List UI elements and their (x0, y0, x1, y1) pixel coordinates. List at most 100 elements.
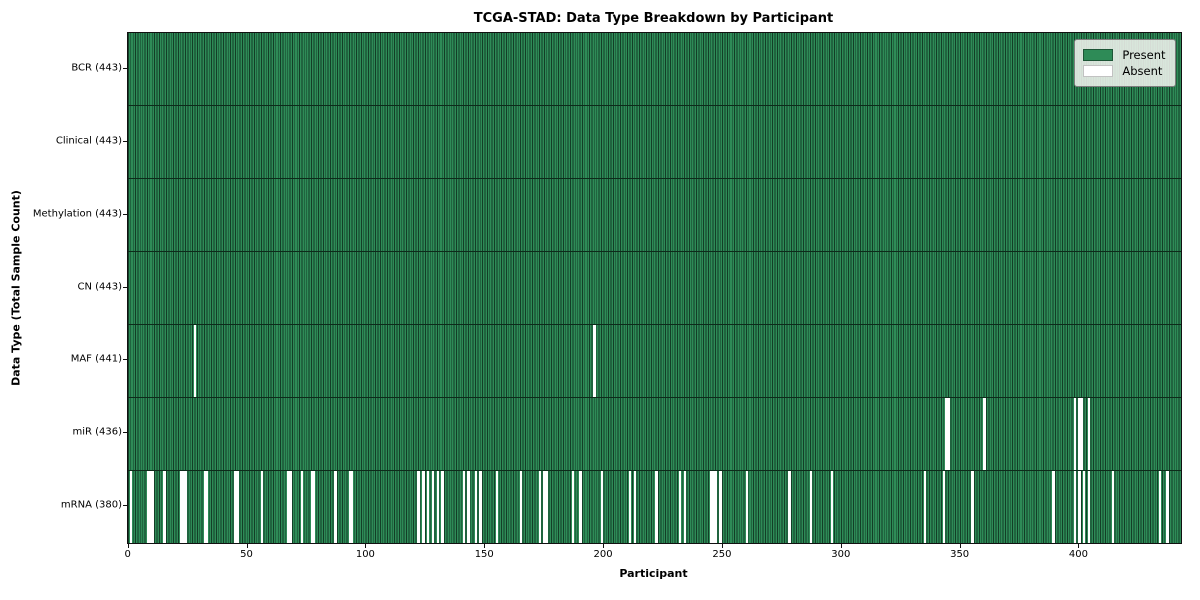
absent-stripe (151, 470, 154, 543)
absent-stripe (945, 397, 948, 470)
absent-stripe (203, 470, 206, 543)
absent-stripe (163, 470, 166, 543)
y-tick-mark (122, 140, 127, 142)
y-tick-mark (122, 213, 127, 215)
absent-stripe (1087, 470, 1091, 543)
y-tick-label: CN (443) (77, 281, 122, 292)
absent-stripe (545, 470, 549, 543)
legend-label-absent: Absent (1122, 63, 1163, 78)
absent-stripe (234, 470, 237, 543)
x-tick-marks (127, 543, 1180, 548)
absent-stripe (519, 470, 523, 543)
absent-stripe (1083, 470, 1086, 543)
y-tick-label: Clinical (443) (55, 135, 122, 147)
absent-stripe (633, 470, 637, 543)
absent-stripe (1111, 470, 1114, 543)
absent-stripe (1166, 470, 1169, 543)
absent-stripe (942, 470, 946, 543)
absent-stripe (182, 470, 185, 543)
y-tick-label: BCR (443) (71, 62, 122, 74)
absent-stripe (422, 470, 425, 543)
heatmap-row-bcr (127, 32, 1181, 106)
x-tick-mark (127, 543, 129, 548)
absent-stripe (1078, 397, 1081, 470)
absent-stripe (1078, 470, 1081, 543)
heatmap-row-maf (127, 324, 1181, 398)
y-tick-mark (122, 359, 127, 361)
absent-stripe (146, 470, 149, 543)
absent-stripe (495, 470, 499, 543)
legend-item-present: Present (1083, 47, 1166, 62)
absent-stripe (923, 470, 927, 543)
absent-stripe (719, 470, 722, 543)
y-tick-label: MAF (441) (70, 353, 122, 365)
absent-stripe (205, 470, 209, 543)
absent-stripe (579, 470, 582, 543)
x-tick-label: 150 (474, 549, 494, 560)
x-tick-label: 200 (593, 549, 613, 560)
x-tick-mark (484, 543, 486, 548)
y-tick-mark (122, 432, 127, 434)
absent-stripe (600, 470, 603, 543)
x-axis-title: Participant (619, 567, 688, 580)
absent-stripe (745, 470, 748, 543)
y-tick-mark (122, 505, 127, 507)
x-tick-mark (959, 543, 961, 548)
absent-stripe (1073, 397, 1076, 470)
absent-stripe (709, 470, 713, 543)
absent-stripe (184, 470, 187, 543)
y-tick-label: mRNA (380) (60, 499, 122, 511)
absent-stripe (983, 397, 986, 470)
x-tick-label: 0 (124, 549, 131, 560)
absent-stripe (310, 470, 313, 543)
x-tick-label: 250 (712, 549, 732, 560)
absent-stripe (286, 470, 290, 543)
x-tick-mark (246, 543, 248, 548)
absent-stripe (260, 470, 263, 543)
x-tick-mark (365, 543, 367, 548)
absent-stripe (148, 470, 152, 543)
absent-stripe (179, 470, 183, 543)
absent-stripe (712, 470, 715, 543)
heatmap-row-cn (127, 251, 1181, 325)
absent-stripe (831, 470, 834, 543)
x-tick-label: 400 (1068, 549, 1089, 560)
absent-stripe (683, 470, 687, 543)
absent-stripe (971, 470, 974, 543)
absent-stripe (462, 470, 466, 543)
absent-stripe (479, 470, 482, 543)
absent-stripe (417, 470, 420, 543)
chart-title: TCGA-STAD: Data Type Breakdown by Partic… (473, 11, 834, 26)
absent-stripe (194, 324, 197, 397)
absent-stripe (629, 470, 632, 543)
absent-stripe (431, 470, 435, 543)
absent-stripe (1052, 470, 1055, 543)
plot-area: Present Absent (126, 31, 1182, 544)
absent-stripe (474, 470, 477, 543)
absent-stripe (678, 470, 682, 543)
x-tick-mark (840, 543, 842, 548)
absent-stripe (1080, 397, 1084, 470)
x-tick-label: 350 (950, 549, 970, 560)
absent-stripe (441, 470, 444, 543)
y-tick-labels: BCR (443) Clinical (443) Methylation (443)… (0, 32, 122, 542)
absent-stripe (1159, 470, 1162, 543)
x-tick-label: 300 (831, 549, 851, 560)
absent-stripe (348, 470, 351, 543)
absent-stripe (809, 470, 813, 543)
x-tick-label: 50 (240, 549, 253, 560)
heatmap-rows (127, 32, 1181, 543)
absent-stripe (436, 470, 439, 543)
heatmap-row-clinical (127, 105, 1181, 179)
y-tick-label: Methylation (443) (32, 208, 122, 220)
legend-item-absent: Absent (1083, 64, 1165, 78)
heatmap-row-mir (127, 397, 1181, 471)
x-tick-labels: 0 50 100 150 200 250 300 350 400 (124, 549, 1180, 563)
present-swatch-icon (1083, 48, 1114, 61)
absent-stripe (1087, 397, 1091, 470)
legend-label-present: Present (1122, 47, 1166, 62)
absent-stripe (593, 324, 596, 397)
absent-stripe (236, 470, 240, 543)
absent-swatch-icon (1083, 64, 1114, 77)
